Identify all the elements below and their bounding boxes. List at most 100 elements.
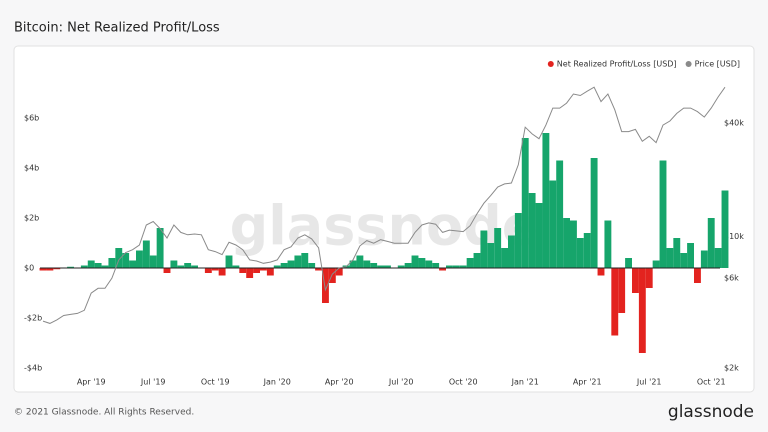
bar [356, 255, 364, 268]
bar [473, 253, 481, 268]
bar [101, 265, 109, 268]
bar [418, 258, 426, 268]
x-tick-label: Oct '20 [449, 378, 478, 387]
bar [611, 268, 619, 336]
bar [480, 230, 488, 268]
bar [439, 268, 446, 271]
bar [597, 268, 605, 276]
bar [404, 263, 412, 268]
bar [521, 138, 529, 268]
bar [287, 260, 295, 268]
panel [13, 45, 755, 393]
bar [349, 260, 357, 268]
bar [652, 260, 660, 268]
bar [232, 265, 240, 268]
y2-tick-label: $2k [724, 364, 739, 373]
x-tick-label: Oct '21 [697, 378, 726, 387]
y-tick-label: $6b [24, 114, 39, 123]
bar [570, 220, 577, 268]
bar [115, 248, 123, 268]
bar [308, 263, 316, 268]
y2-tick-label: $10k [724, 232, 744, 241]
bar [94, 263, 102, 268]
bar [218, 268, 226, 276]
bar [673, 238, 681, 268]
y-tick-label: -$2b [24, 314, 42, 323]
x-tick-label: Oct '19 [201, 378, 230, 387]
bar [260, 268, 267, 271]
bar [721, 190, 729, 268]
bar [335, 268, 343, 276]
legend-label: Price [USD] [695, 60, 740, 69]
bar [528, 193, 536, 268]
bar [707, 218, 715, 268]
bar [446, 265, 453, 268]
bar [253, 268, 260, 273]
bar [632, 268, 639, 293]
bar [411, 255, 419, 268]
bar [397, 265, 405, 268]
bar [53, 268, 61, 270]
bar [618, 268, 626, 313]
x-tick-label: Apr '21 [573, 378, 602, 387]
bar [239, 268, 247, 273]
bar [687, 243, 694, 268]
bar [501, 248, 508, 268]
bar [156, 228, 164, 268]
legend-swatch [547, 61, 554, 67]
bar [322, 268, 329, 303]
x-tick-label: Jul '21 [636, 378, 662, 387]
bar [563, 218, 570, 268]
bar [266, 268, 274, 276]
bar [328, 268, 336, 283]
bar [508, 235, 515, 268]
bar [273, 265, 281, 268]
x-tick-label: Apr '19 [77, 378, 106, 387]
x-tick-label: Jul '20 [388, 378, 414, 387]
bar [67, 266, 74, 268]
bar [129, 260, 136, 268]
bar [514, 213, 522, 268]
bar [694, 268, 701, 283]
price-line [42, 86, 726, 324]
bar [576, 238, 584, 268]
bar [714, 248, 722, 268]
bar [108, 258, 116, 268]
bar [459, 265, 467, 268]
bar [542, 133, 550, 268]
bar [666, 248, 674, 268]
bar [136, 250, 143, 268]
y-tick-label: $0 [24, 264, 34, 273]
bar [432, 263, 440, 268]
y-tick-label: $2b [24, 214, 39, 223]
bar [452, 265, 460, 268]
bar [211, 268, 219, 271]
bar [191, 265, 198, 268]
bar [204, 268, 212, 273]
bar [149, 255, 157, 268]
bar [590, 158, 598, 268]
bar [377, 265, 384, 268]
bar [638, 268, 646, 353]
chart-title: Bitcoin: Net Realized Profit/Loss [14, 21, 220, 36]
bar [487, 243, 495, 268]
bar [170, 260, 178, 268]
y2-tick-label: $6k [724, 274, 739, 283]
y2-tick-label: $40k [724, 119, 744, 128]
bar [645, 268, 653, 288]
bar [604, 220, 612, 268]
bar [363, 260, 371, 268]
bar [142, 240, 150, 268]
bar [700, 250, 708, 268]
legend-swatch [685, 61, 692, 67]
bar [163, 268, 171, 273]
x-tick-label: Apr '20 [325, 378, 354, 387]
bar [494, 228, 502, 268]
bar [80, 265, 88, 268]
bar [46, 268, 54, 271]
legend-label: Net Realized Profit/Loss [USD] [557, 60, 677, 69]
bar [583, 233, 591, 268]
bar [535, 203, 543, 268]
